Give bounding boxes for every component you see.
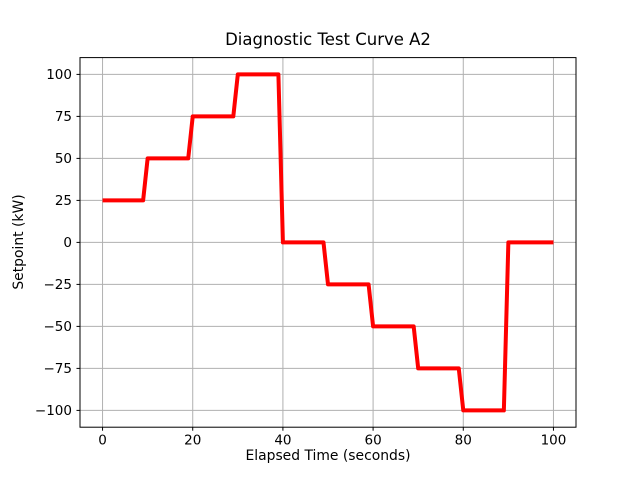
x-axis-label: Elapsed Time (seconds)	[245, 448, 411, 464]
x-tick-label: 0	[98, 433, 107, 449]
chart-title: Diagnostic Test Curve A2	[225, 30, 431, 49]
x-tick-label: 20	[184, 433, 201, 449]
x-tick-label: 100	[541, 433, 567, 449]
x-tick-label: 60	[364, 433, 381, 449]
y-tick-label: −75	[44, 361, 73, 377]
plot-border	[79, 57, 577, 428]
y-tick-label: −50	[44, 319, 73, 335]
y-tick-label: 75	[55, 109, 72, 125]
y-tick-label: 25	[55, 193, 72, 209]
y-tick-label: 0	[63, 235, 72, 251]
y-tick-label: −100	[35, 403, 72, 419]
x-tick-label: 80	[455, 433, 472, 449]
y-tick-label: 50	[55, 151, 72, 167]
y-axis-label: Setpoint (kW)	[11, 194, 27, 290]
x-tick-label: 40	[274, 433, 291, 449]
data-line	[102, 72, 554, 413]
y-tick-label: −25	[44, 277, 73, 293]
y-tick-label: 100	[46, 67, 72, 83]
